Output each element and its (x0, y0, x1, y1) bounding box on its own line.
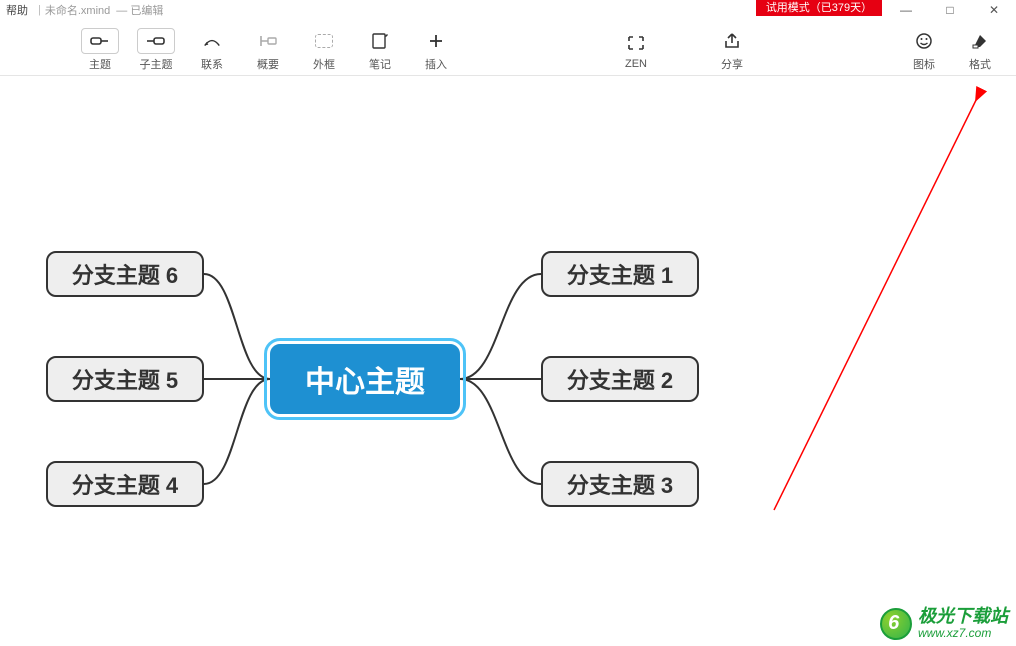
watermark-logo-icon (880, 608, 912, 640)
icons-button[interactable]: 图标 (896, 24, 952, 72)
main-toolbar: 主题 子主题 联系 概要 外框 (0, 20, 1016, 76)
toolbar-label: 分享 (721, 56, 743, 72)
center-topic-node[interactable]: 中心主题 (270, 344, 460, 414)
watermark-name: 极光下载站 (918, 607, 1008, 627)
branch-topic-node-4[interactable]: 分支主题 4 (46, 461, 204, 507)
toolbar-label: 外框 (313, 56, 335, 72)
zen-button[interactable]: ZEN (608, 24, 664, 72)
trial-mode-banner: 试用模式（已379天） (756, 0, 882, 16)
insert-icon (426, 32, 446, 50)
toolbar-label: 图标 (913, 56, 935, 72)
branch-topic-node-6[interactable]: 分支主题 6 (46, 251, 204, 297)
subtopic-button[interactable]: 子主题 (128, 24, 184, 72)
toolbar-right-group: 图标 格式 (896, 20, 1008, 75)
relation-icon (202, 32, 222, 50)
help-menu[interactable]: 帮助 (6, 2, 28, 18)
summary-icon (258, 32, 278, 50)
toolbar-label: 概要 (257, 56, 279, 72)
maximize-button[interactable]: □ (928, 0, 972, 20)
boundary-button[interactable]: 外框 (296, 24, 352, 72)
share-button[interactable]: 分享 (704, 24, 760, 72)
mindmap-canvas[interactable]: 中心主题 分支主题 1 分支主题 2 分支主题 3 分支主题 4 分支主题 5 分支主题 6… (0, 76, 1016, 646)
subtopic-icon (146, 32, 166, 50)
branch-topic-node-3[interactable]: 分支主题 3 (541, 461, 699, 507)
notes-button[interactable]: 笔记 (352, 24, 408, 72)
watermark: 极光下载站 www.xz7.com (880, 607, 1008, 640)
toolbar-label: 主题 (89, 56, 111, 72)
relation-button[interactable]: 联系 (184, 24, 240, 72)
boundary-icon (314, 32, 334, 50)
toolbar-label: 笔记 (369, 56, 391, 72)
watermark-url: www.xz7.com (918, 627, 1008, 640)
topic-icon (90, 32, 110, 50)
branch-topic-node-5[interactable]: 分支主题 5 (46, 356, 204, 402)
smile-icon (914, 32, 934, 50)
window-controls: — □ ✕ (884, 0, 1016, 20)
branch-topic-node-2[interactable]: 分支主题 2 (541, 356, 699, 402)
toolbar-label: 格式 (969, 56, 991, 72)
toolbar-label: 子主题 (140, 56, 173, 72)
close-button[interactable]: ✕ (972, 0, 1016, 20)
topic-button[interactable]: 主题 (72, 24, 128, 72)
notes-icon (370, 32, 390, 50)
toolbar-label: 联系 (201, 56, 223, 72)
summary-button[interactable]: 概要 (240, 24, 296, 72)
toolbar-label: ZEN (625, 58, 647, 70)
format-icon (970, 32, 990, 50)
zen-icon (626, 34, 646, 52)
titlebar-separator: | (38, 4, 41, 16)
share-icon (722, 32, 742, 50)
document-filename: 未命名.xmind (45, 2, 110, 18)
format-button[interactable]: 格式 (952, 24, 1008, 72)
insert-button[interactable]: 插入 (408, 24, 464, 72)
edited-indicator: — 已编辑 (116, 2, 163, 18)
branch-topic-node-1[interactable]: 分支主题 1 (541, 251, 699, 297)
toolbar-left-group: 主题 子主题 联系 概要 外框 (72, 24, 464, 72)
toolbar-label: 插入 (425, 56, 447, 72)
toolbar-mid-group: ZEN 分享 (608, 24, 760, 72)
minimize-button[interactable]: — (884, 0, 928, 20)
